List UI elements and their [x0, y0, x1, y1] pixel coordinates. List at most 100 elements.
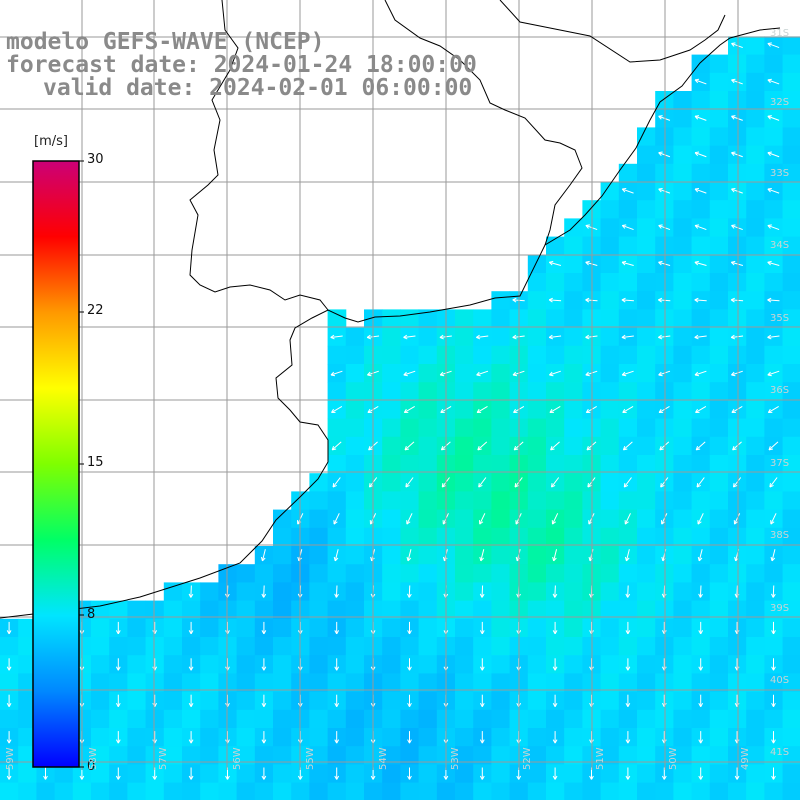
wind-speed-cell: [382, 728, 401, 747]
wind-speed-cell: [309, 728, 329, 747]
wind-speed-cell: [527, 728, 547, 747]
wind-arrow: [625, 621, 631, 635]
wind-speed-cell: [418, 728, 438, 747]
wind-speed-cell: [72, 782, 92, 800]
wind-speed-cell: [473, 746, 492, 765]
wind-speed-cell: [455, 345, 474, 365]
colorbar-gradient: [32, 160, 80, 768]
wind-speed-cell: [455, 691, 474, 711]
wind-speed-cell: [782, 418, 800, 438]
wind-speed-cell: [527, 418, 547, 438]
wind-speed-cell: [527, 291, 547, 310]
wind-arrow: [734, 767, 740, 780]
wind-speed-cell: [473, 637, 492, 656]
wind-speed-cell: [491, 746, 511, 765]
wind-speed-cell: [400, 746, 420, 765]
wind-speed-cell: [564, 655, 583, 674]
wind-speed-cell: [637, 364, 656, 383]
wind-speed-cell: [709, 728, 729, 747]
wind-speed-cell: [564, 600, 583, 620]
wind-speed-cell: [709, 182, 729, 201]
wind-speed-cell: [491, 655, 511, 674]
wind-speed-cell: [345, 327, 365, 347]
wind-speed-cell: [273, 564, 292, 583]
wind-speed-cell: [382, 509, 401, 529]
wind-speed-cell: [200, 655, 219, 674]
wind-speed-cell: [637, 309, 656, 329]
wind-speed-cell: [637, 145, 656, 165]
wind-speed-cell: [345, 709, 365, 729]
wind-speed-cell: [746, 764, 765, 784]
wind-speed-cell: [309, 564, 329, 583]
wind-speed-cell: [746, 72, 765, 92]
wind-speed-cell: [728, 163, 747, 183]
wind-speed-cell: [473, 527, 492, 547]
wind-speed-cell: [746, 236, 765, 256]
wind-arrow: [658, 151, 671, 158]
wind-arrow: [694, 115, 707, 121]
wind-speed-cell: [564, 782, 583, 800]
wind-speed-cell: [746, 637, 765, 656]
wind-speed-cell: [491, 673, 511, 693]
wind-speed-cell: [546, 782, 565, 800]
wind-speed-cell: [455, 564, 474, 583]
wind-speed-cell: [782, 382, 800, 401]
wind-speed-cell: [746, 491, 765, 511]
wind-arrow: [622, 441, 633, 451]
wind-speed-cell: [491, 345, 511, 365]
wind-speed-cell: [600, 436, 620, 456]
wind-speed-cell: [455, 600, 474, 620]
wind-arrow: [658, 370, 671, 377]
lon-label: 56W: [232, 747, 243, 770]
wind-speed-cell: [600, 364, 620, 383]
wind-speed-cell: [691, 637, 711, 656]
wind-speed-cell: [163, 582, 183, 602]
wind-speed-cell: [709, 655, 729, 674]
lat-label: 37S: [770, 458, 790, 469]
wind-speed-cell: [491, 400, 511, 420]
wind-speed-cell: [782, 691, 800, 711]
wind-speed-cell: [327, 382, 347, 401]
wind-speed-cell: [600, 637, 620, 656]
wind-speed-cell: [782, 509, 800, 529]
wind-speed-cell: [382, 327, 401, 347]
wind-speed-cell: [691, 782, 711, 800]
wind-speed-cell: [291, 600, 310, 620]
wind-speed-cell: [564, 273, 583, 292]
wind-arrow: [771, 585, 776, 598]
wind-speed-cell: [0, 746, 19, 765]
wind-speed-cell: [600, 673, 620, 693]
wind-arrow: [697, 513, 704, 525]
wind-arrow: [479, 585, 485, 598]
wind-speed-cell: [782, 72, 800, 92]
wind-arrow: [407, 731, 412, 744]
wind-speed-cell: [473, 455, 492, 474]
wind-arrow: [6, 621, 12, 635]
wind-speed-cell: [564, 691, 583, 711]
wind-speed-cell: [637, 182, 656, 201]
wind-arrow: [479, 658, 485, 671]
wind-speed-cell: [600, 200, 620, 219]
wind-speed-cell: [782, 491, 800, 511]
wind-arrow: [6, 694, 12, 707]
wind-speed-cell: [782, 109, 800, 128]
wind-speed-cell: [18, 673, 37, 693]
lon-label: 52W: [522, 747, 533, 770]
wind-speed-cell: [200, 618, 219, 638]
wind-speed-cell: [782, 746, 800, 765]
wind-speed-cell: [782, 145, 800, 165]
wind-speed-cell: [637, 746, 656, 765]
wind-speed-cell: [564, 527, 583, 547]
wind-arrow: [730, 260, 744, 266]
wind-speed-cell: [273, 637, 292, 656]
wind-speed-cell: [600, 509, 620, 529]
wind-arrow: [732, 477, 742, 488]
wind-speed-cell: [618, 527, 638, 547]
wind-speed-cell: [709, 764, 729, 784]
wind-speed-cell: [637, 673, 656, 693]
wind-speed-cell: [618, 455, 638, 474]
wind-speed-cell: [455, 728, 474, 747]
wind-speed-cell: [746, 728, 765, 747]
wind-speed-cell: [364, 782, 383, 800]
wind-arrow: [152, 767, 158, 780]
